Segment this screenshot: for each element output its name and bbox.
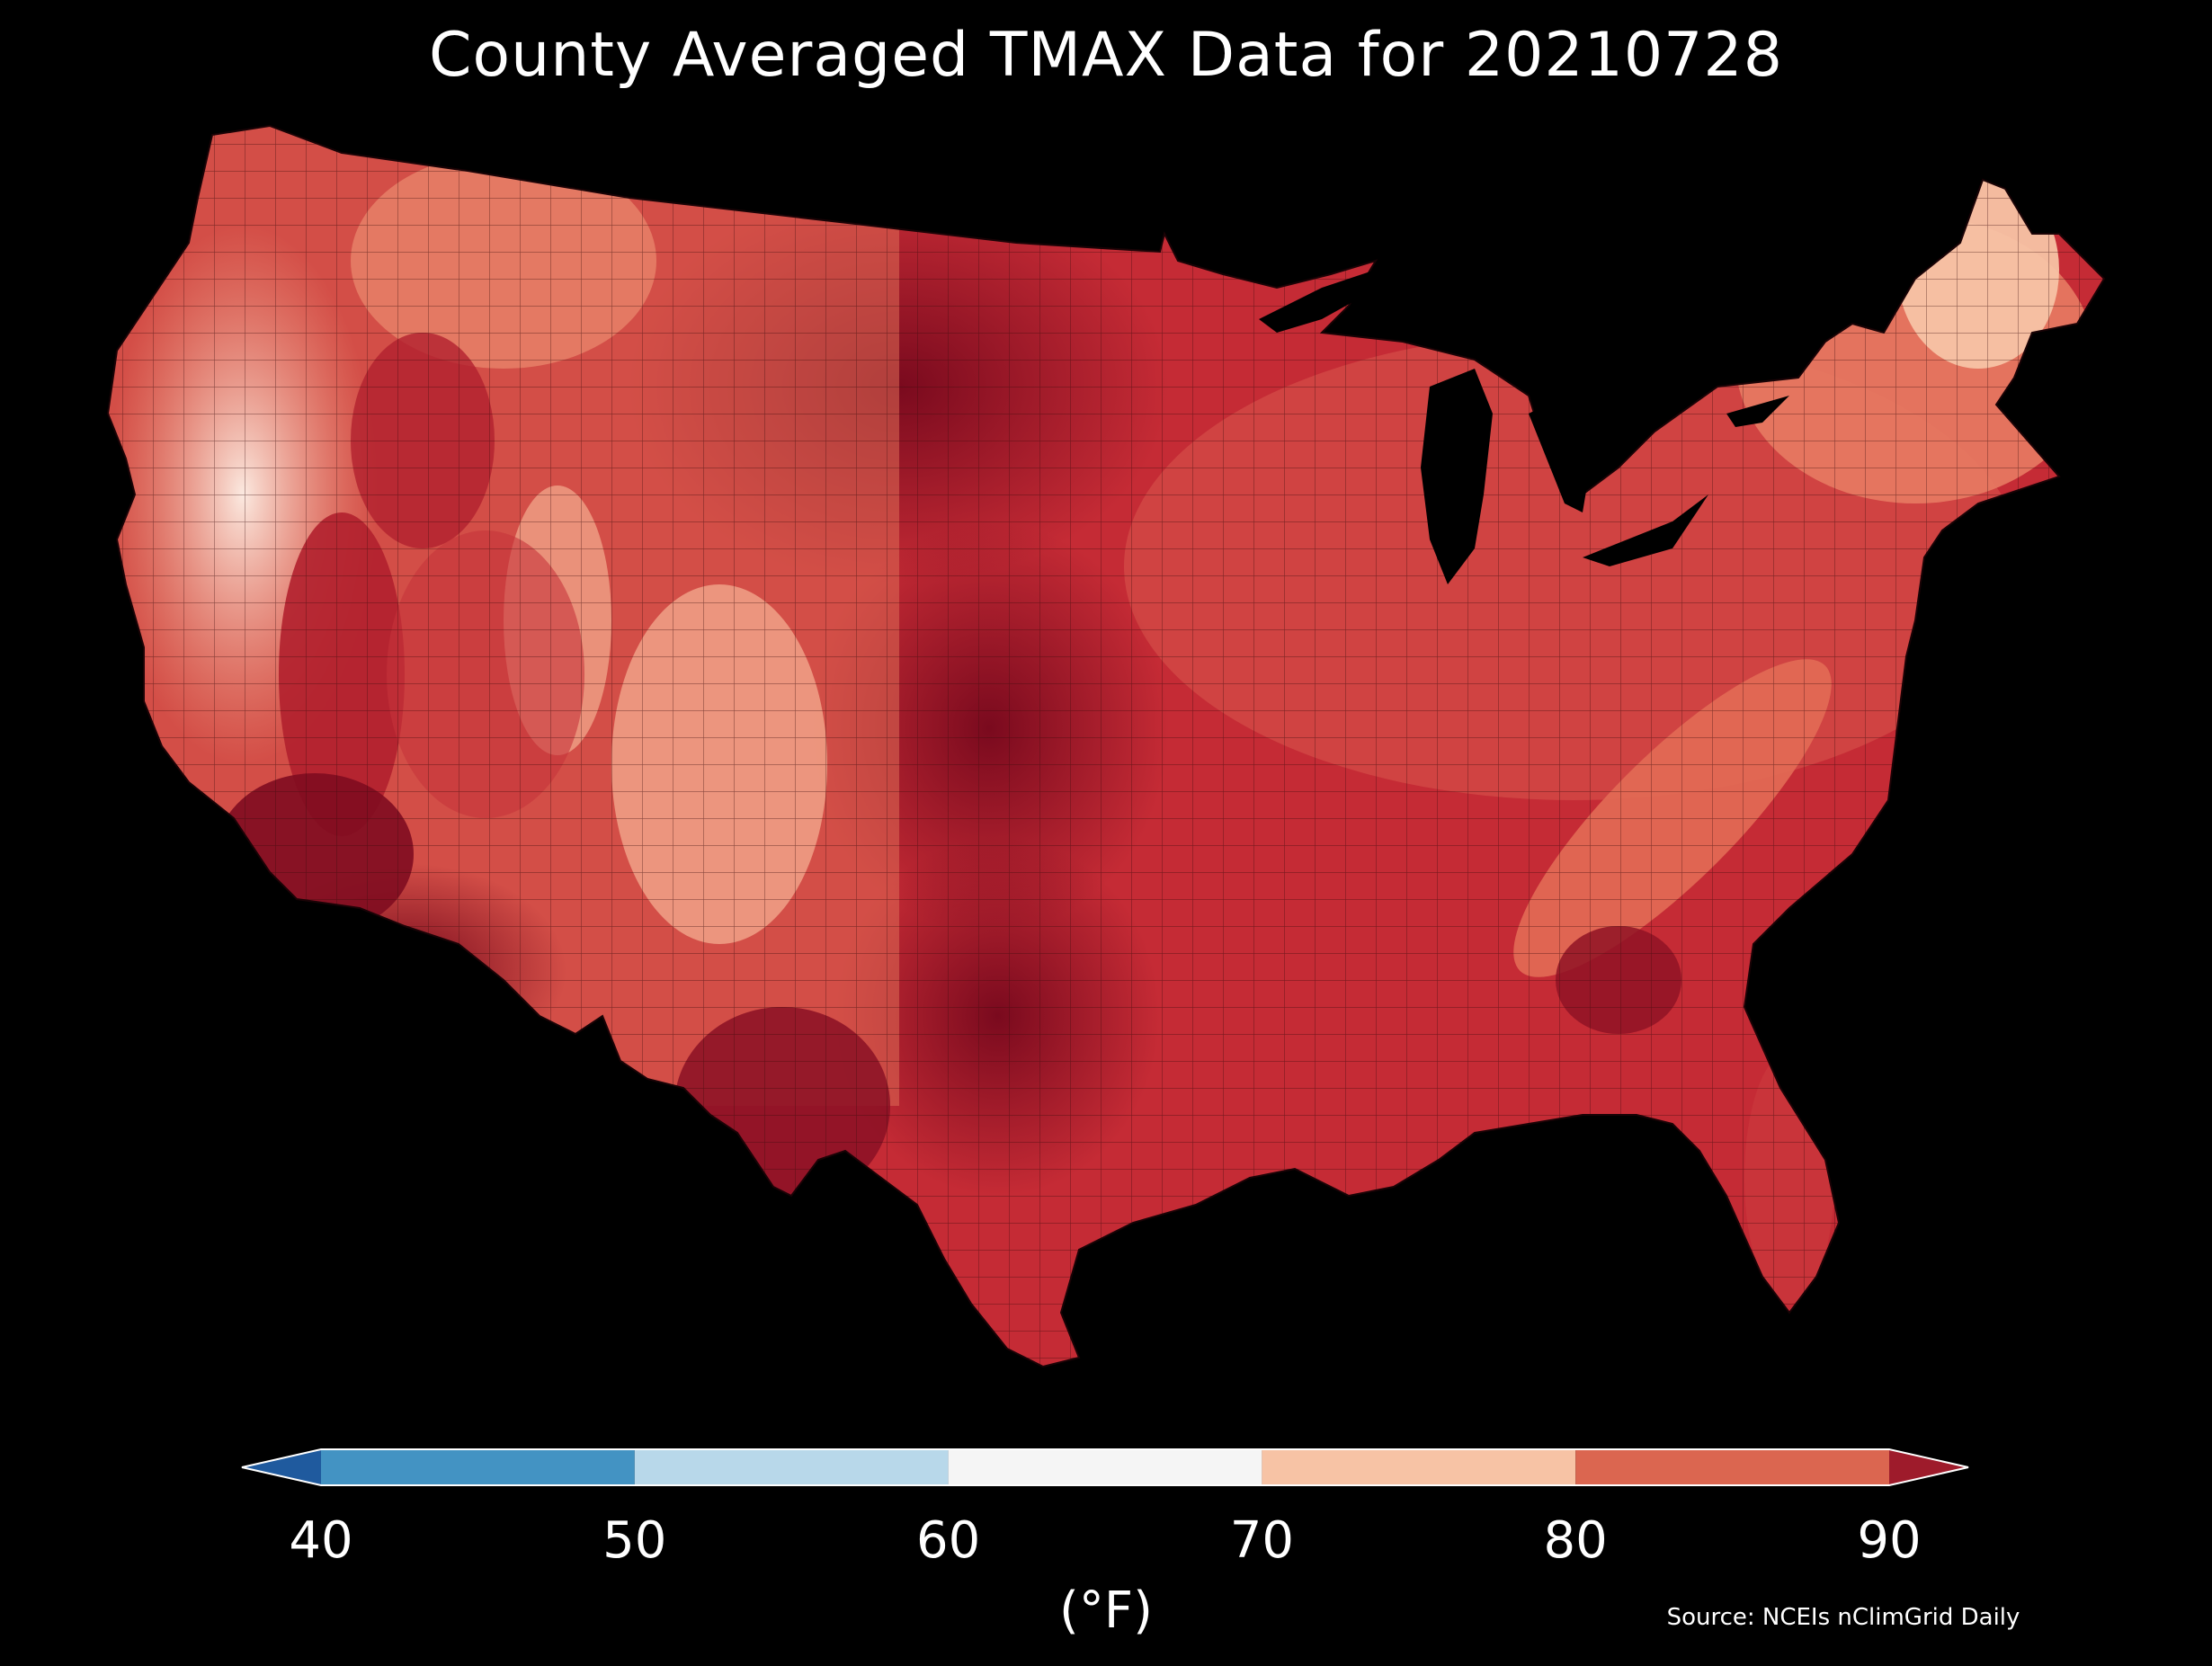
- colorbar-bin: [321, 1449, 635, 1485]
- great-lakes: [1259, 270, 1789, 584]
- choropleth-map: [0, 117, 2212, 1403]
- colorbar-bin: [1262, 1449, 1576, 1485]
- tick-label: 90: [1857, 1511, 1922, 1570]
- colorbar-outline: [241, 1448, 1969, 1486]
- colorbar: [241, 1448, 1969, 1486]
- colorbar-bin: [1575, 1449, 1889, 1485]
- tick-label: 70: [1229, 1511, 1295, 1570]
- map-title: County Averaged TMAX Data for 20210728: [429, 20, 1783, 91]
- us-county-map: [107, 125, 2105, 1368]
- colorbar-unit-label: (°F): [1059, 1581, 1153, 1640]
- colorbar-over-arrow: [1889, 1449, 1968, 1485]
- colorbar-under-arrow: [242, 1449, 321, 1485]
- source-credit: Source: NCEIs nClimGrid Daily: [1666, 1604, 2020, 1631]
- tick-label: 50: [602, 1511, 667, 1570]
- colorbar-bin: [948, 1449, 1262, 1485]
- tick-label: 80: [1543, 1511, 1608, 1570]
- colorbar-bin: [634, 1449, 949, 1485]
- tick-label: 40: [289, 1511, 353, 1570]
- county-fill-layer: [108, 126, 2104, 1367]
- tick-label: 60: [915, 1511, 981, 1570]
